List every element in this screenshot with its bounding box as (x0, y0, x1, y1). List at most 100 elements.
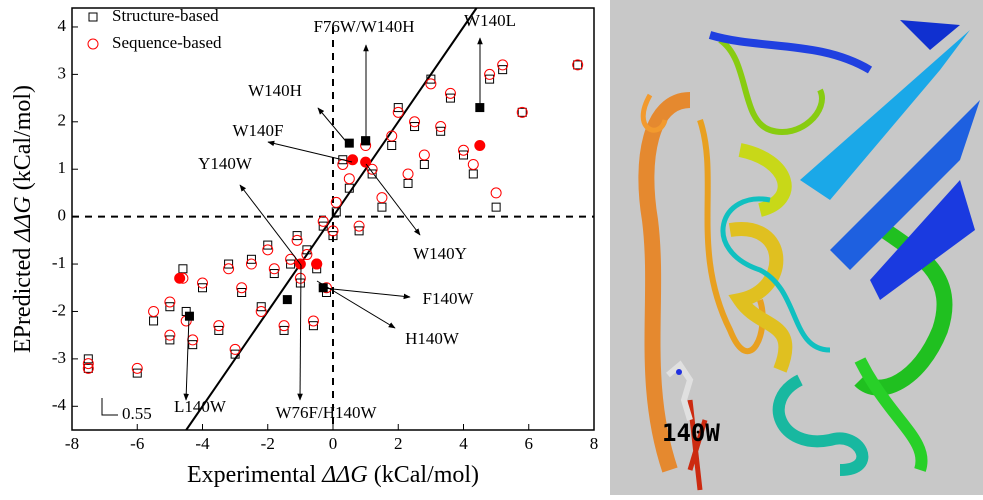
highlighted-point (282, 295, 292, 305)
y-tick-label: -3 (52, 348, 66, 367)
data-point (484, 68, 496, 80)
data-point (164, 296, 176, 308)
highlighted-point (174, 272, 186, 284)
slope-marker (101, 398, 118, 416)
highlighted-point (311, 258, 323, 270)
y-tick-label: 2 (58, 111, 67, 130)
data-point (343, 173, 355, 185)
legend-label: Sequence-based (112, 33, 222, 52)
y-tick-label: 0 (58, 206, 67, 225)
y-tick-label: 1 (58, 158, 67, 177)
annotation: W140L (464, 11, 516, 30)
data-point (224, 259, 234, 269)
data-point (458, 144, 469, 156)
data-point (367, 169, 377, 179)
highlighted-point (474, 140, 486, 152)
annotation: Y140W (198, 154, 253, 173)
data-point (490, 187, 502, 199)
data-point (468, 169, 478, 179)
annotation: L140W (174, 397, 227, 416)
annotation: W140Y (413, 244, 467, 263)
data-point (278, 320, 290, 332)
data-point (285, 253, 297, 265)
scatter-plot: -8 -6 -4 -2 0 2 4 6 8 -4 -3 -2 -1 0 1 2 3 4 0.55 Experiment… (10, 6, 599, 488)
data-point (230, 349, 240, 359)
data-point (354, 226, 364, 236)
data-point (164, 329, 176, 341)
annotation-arrow (297, 264, 303, 401)
data-point (377, 202, 387, 212)
annotation: H140W (405, 329, 460, 348)
data-point (445, 93, 455, 103)
annotation-arrow (183, 316, 190, 401)
data-point (223, 263, 235, 275)
data-point (292, 231, 302, 241)
data-point (279, 325, 289, 335)
data-point (517, 107, 527, 117)
data-point (83, 363, 93, 373)
data-point (573, 60, 583, 70)
data-point (485, 74, 495, 84)
data-point (262, 244, 274, 256)
x-tick-label: 0 (329, 434, 338, 453)
annotation-arrow (317, 107, 350, 146)
data-point (82, 362, 94, 374)
data-point (82, 358, 94, 370)
data-point (255, 305, 267, 317)
data-point (263, 240, 273, 250)
data-point (132, 368, 142, 378)
y-tick-label: -1 (52, 253, 66, 272)
protein-image: 140W (610, 0, 983, 495)
data-point (327, 225, 339, 237)
data-point (268, 263, 280, 275)
data-point (237, 287, 247, 297)
data-point (459, 150, 468, 160)
data-point (236, 282, 248, 294)
x-tick-label: 8 (590, 434, 599, 453)
data-point (497, 59, 509, 71)
legend-marker (88, 12, 98, 22)
annotation-arrow (316, 280, 396, 329)
data-point (402, 168, 414, 180)
x-tick-label: 2 (394, 434, 403, 453)
data-point (516, 106, 528, 118)
x-tick-label: -2 (261, 434, 275, 453)
data-point (491, 202, 501, 212)
annotation-arrow (267, 140, 353, 163)
legend-label: Structure-based (112, 6, 219, 25)
data-point (317, 215, 329, 227)
data-point (386, 130, 398, 142)
data-point (291, 234, 303, 246)
data-point (246, 254, 256, 264)
data-point (436, 126, 446, 136)
x-tick-label: -4 (195, 434, 210, 453)
x-axis-label-part: ΔΔG (321, 462, 368, 488)
data-point (269, 269, 279, 279)
data-point (301, 249, 313, 261)
x-axis-label-part: (kCal/mol) (368, 462, 479, 488)
highlighted-point (184, 311, 194, 321)
data-point (376, 192, 388, 204)
y-tick-label: 3 (58, 63, 67, 82)
y-axis-label-part: EPredicted (10, 242, 36, 353)
data-point (467, 158, 479, 170)
annotation: W76F/H140W (275, 403, 377, 422)
data-point (214, 325, 224, 335)
highlighted-point (344, 138, 354, 148)
annotation-arrow (365, 163, 421, 236)
data-point (410, 122, 420, 132)
x-axis-label-part: Experimental (187, 462, 322, 488)
data-point (308, 321, 318, 331)
data-point (131, 362, 143, 374)
data-point (197, 277, 208, 289)
data-point (187, 334, 199, 346)
data-point (149, 316, 159, 326)
data-point (353, 220, 365, 232)
data-point (426, 74, 436, 84)
annotation-arrow (322, 287, 411, 300)
x-tick-label: 6 (525, 434, 534, 453)
y-axis-label-part: (kCal/mol) (10, 85, 36, 196)
data-point (418, 149, 430, 161)
data-point (435, 121, 447, 133)
